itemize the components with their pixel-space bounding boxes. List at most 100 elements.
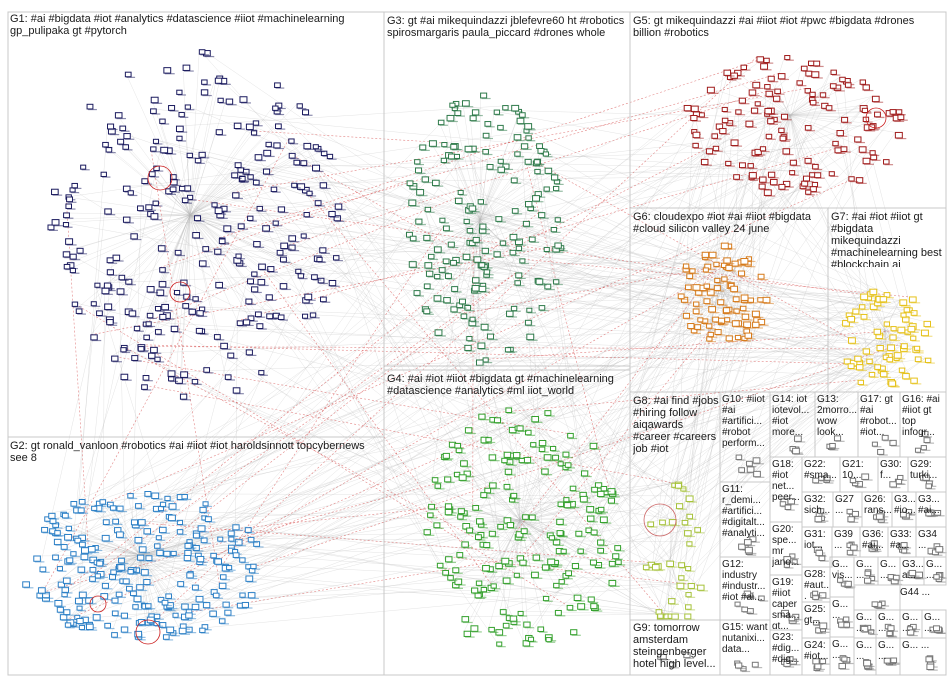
edge	[89, 272, 516, 578]
node-label-mark	[178, 524, 187, 526]
node	[505, 407, 513, 414]
node-label-mark	[866, 629, 875, 632]
node	[444, 273, 452, 279]
node	[782, 148, 791, 155]
node	[719, 128, 727, 135]
node-label-mark	[775, 93, 785, 95]
node-label-mark	[885, 326, 894, 328]
node-label-mark	[136, 639, 146, 641]
node	[65, 525, 72, 531]
node-label-mark	[99, 563, 108, 565]
node-label-mark	[694, 313, 704, 315]
node-label-mark	[148, 317, 157, 320]
node-label-mark	[760, 188, 770, 191]
node-label-mark	[484, 137, 493, 140]
node-label-mark	[171, 191, 180, 193]
node	[480, 586, 488, 593]
node	[682, 312, 690, 319]
node-label-mark	[267, 318, 277, 320]
cluster-g46	[859, 624, 878, 636]
node	[757, 273, 765, 280]
node-label-mark	[204, 505, 213, 508]
node-label-mark	[856, 486, 867, 489]
node-label-mark	[815, 668, 825, 671]
node	[483, 542, 491, 548]
node	[569, 485, 577, 492]
node	[433, 522, 441, 529]
edge	[129, 148, 784, 312]
hub-ring	[865, 107, 887, 129]
node	[526, 333, 535, 341]
node-label-mark	[336, 209, 346, 211]
node-label-mark	[761, 150, 770, 153]
node	[678, 562, 686, 568]
node	[142, 375, 150, 381]
node	[723, 307, 731, 314]
node	[303, 212, 310, 218]
edge	[160, 262, 714, 503]
node	[296, 103, 303, 109]
edge	[189, 174, 248, 216]
edge	[506, 304, 860, 460]
node	[218, 582, 227, 589]
node-label-mark	[849, 181, 859, 183]
node	[870, 540, 878, 547]
node	[145, 321, 152, 327]
cluster-g44	[871, 600, 890, 610]
edge	[789, 114, 842, 118]
node-label-mark	[545, 460, 555, 462]
node-label-mark	[290, 158, 300, 160]
node	[501, 457, 508, 464]
cluster-g50	[838, 655, 854, 670]
node-label-mark	[102, 176, 111, 178]
node-label-mark	[254, 125, 263, 127]
node-label-mark	[934, 630, 944, 632]
cluster-g42	[887, 574, 904, 586]
node	[33, 555, 41, 562]
node-label-mark	[302, 237, 311, 240]
node-label-mark	[934, 579, 944, 581]
node-label-mark	[254, 246, 265, 248]
node-label-mark	[79, 572, 89, 574]
node	[150, 213, 159, 220]
node	[69, 253, 77, 260]
node	[135, 503, 142, 509]
node-label-mark	[749, 302, 758, 304]
edge	[513, 108, 863, 455]
edge	[66, 196, 191, 216]
node	[685, 495, 694, 502]
node	[449, 102, 456, 108]
node	[152, 138, 160, 144]
node-label-mark	[67, 201, 77, 203]
node	[924, 357, 932, 363]
node	[475, 359, 484, 366]
node	[191, 584, 199, 591]
node-label-mark	[215, 564, 226, 566]
cluster-g29	[919, 474, 937, 490]
cluster-g21	[849, 473, 873, 489]
node	[685, 604, 692, 610]
edge	[249, 243, 727, 569]
node	[454, 578, 463, 585]
edge	[214, 96, 774, 560]
edge	[189, 162, 236, 216]
node-label-mark	[676, 488, 686, 490]
edge	[479, 262, 867, 360]
node-label-mark	[926, 661, 937, 664]
node-label-mark	[506, 566, 517, 568]
node	[765, 133, 773, 140]
node	[889, 334, 897, 341]
node	[451, 286, 459, 292]
edge	[408, 199, 481, 221]
node-label-mark	[537, 284, 547, 286]
edge	[745, 332, 915, 347]
edge	[514, 270, 739, 281]
node	[692, 308, 700, 315]
node-label-mark	[753, 155, 763, 157]
node-label-mark	[903, 518, 914, 521]
edge	[150, 146, 497, 643]
node-label-mark	[782, 615, 793, 618]
node-label-mark	[694, 116, 704, 118]
node	[717, 299, 725, 306]
node-label-mark	[148, 292, 159, 294]
